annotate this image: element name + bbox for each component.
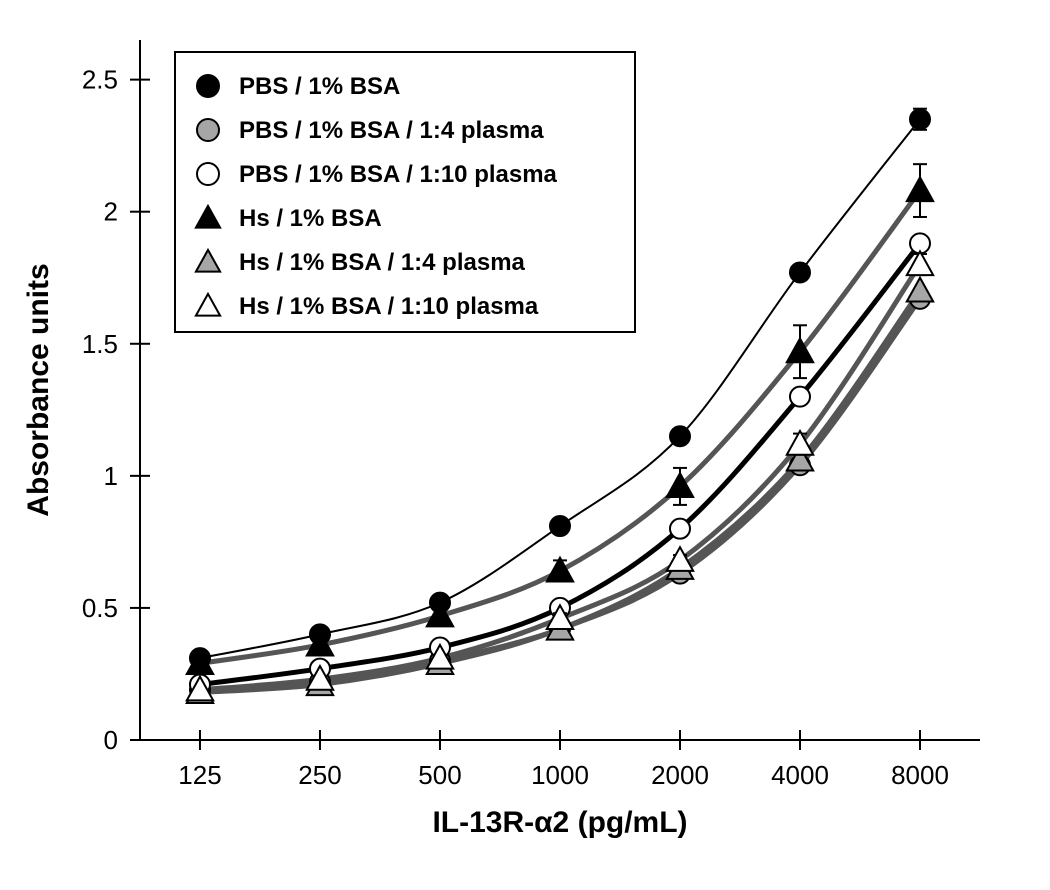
x-tick-label: 2000: [651, 760, 709, 790]
x-tick-label: 4000: [771, 760, 829, 790]
y-tick-label: 0: [104, 725, 118, 755]
y-tick-label: 1.5: [82, 329, 118, 359]
legend-label-hs_bsa_1_10: Hs / 1% BSA / 1:10 plasma: [239, 293, 539, 320]
y-tick-label: 0.5: [82, 593, 118, 623]
legend-label-hs_bsa: Hs / 1% BSA: [239, 205, 382, 232]
legend-label-pbs_bsa: PBS / 1% BSA: [239, 73, 400, 100]
x-tick-label: 250: [298, 760, 341, 790]
legend: PBS / 1% BSA PBS / 1% BSA / 1:4 plasma PBS…: [175, 52, 635, 332]
x-axis-title: IL-13R-α2 (pg/mL): [432, 806, 687, 839]
x-tick-label: 1000: [531, 760, 589, 790]
absorbance-chart: 125 250 500 1000 2000 4000 8000 0 0.5 1 1.5 2 2.5 Abs…: [0, 0, 1050, 890]
legend-label-pbs_bsa_1_10: PBS / 1% BSA / 1:10 plasma: [239, 161, 558, 188]
x-tick-label: 500: [418, 760, 461, 790]
x-tick-label: 8000: [891, 760, 949, 790]
y-tick-label: 1: [104, 461, 118, 491]
y-axis-title: Absorbance units: [22, 263, 55, 516]
y-tick-label: 2: [104, 197, 118, 227]
legend-label-hs_bsa_1_4: Hs / 1% BSA / 1:4 plasma: [239, 249, 526, 276]
y-tick-label: 2.5: [82, 65, 118, 95]
x-tick-label: 125: [178, 760, 221, 790]
legend-label-pbs_bsa_1_4: PBS / 1% BSA / 1:4 plasma: [239, 117, 544, 144]
